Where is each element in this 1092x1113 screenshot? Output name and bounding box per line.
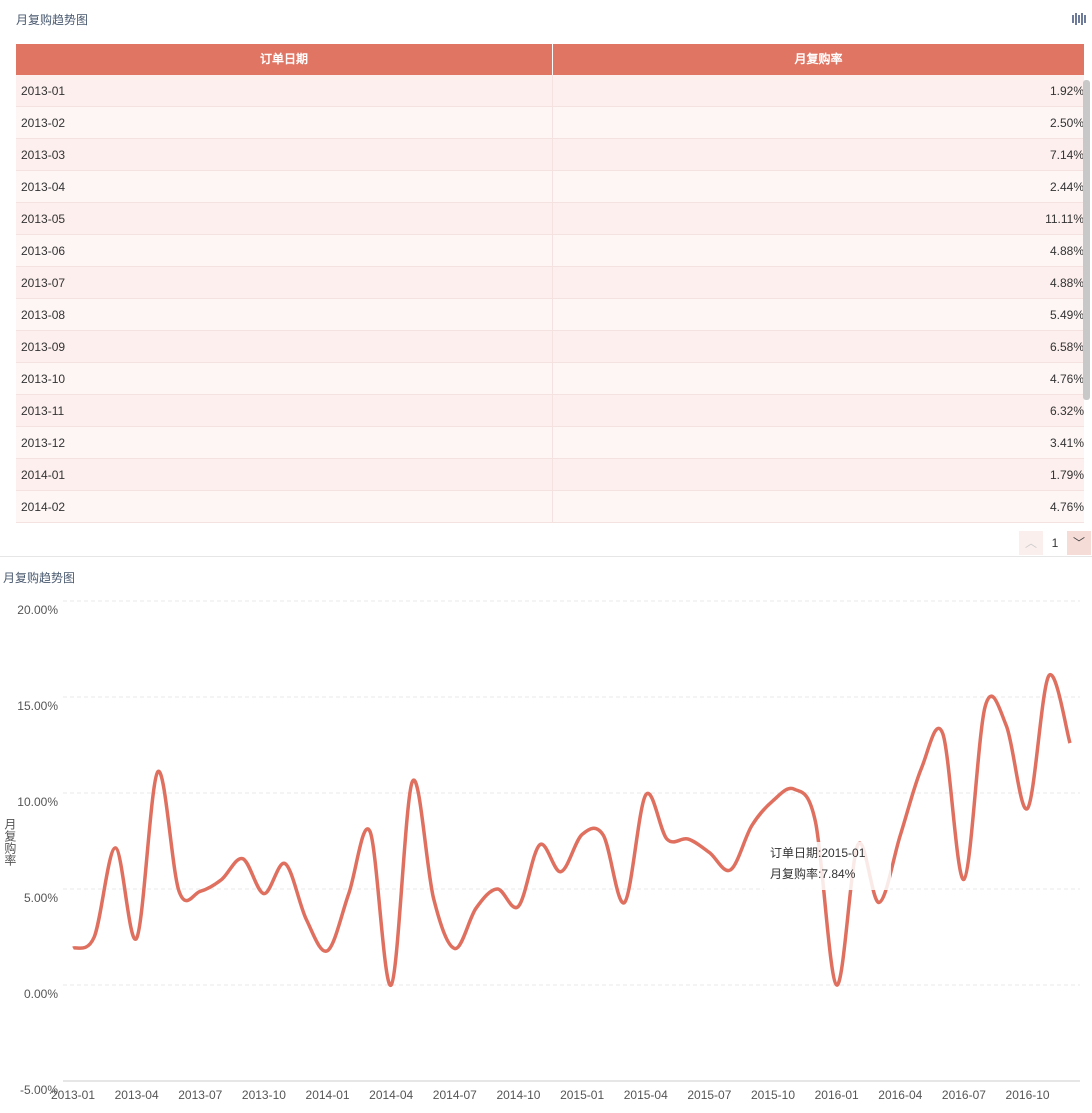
column-separator [552,395,553,426]
divider [0,556,1092,557]
chart-toggle-icon[interactable] [1072,12,1086,26]
table-row: 2013-11 6.32% [16,395,1084,427]
x-tick-label: 2015-10 [751,1088,795,1102]
date-cell: 2013-05 [21,212,66,226]
date-cell: 2013-10 [21,372,66,386]
prev-page[interactable]: ︿ [1019,531,1043,555]
y-tick-label: 15.00% [17,699,58,713]
tooltip-box [763,842,891,890]
x-tick-label: 2013-07 [178,1088,222,1102]
date-cell: 2013-11 [21,404,65,418]
date-cell: 2013-09 [21,340,66,354]
x-tick-label: 2013-10 [242,1088,286,1102]
table-title: 月复购趋势图 [16,13,89,27]
rate-cell: 6.58% [1049,340,1084,354]
x-tick-label: 2016-04 [878,1088,922,1102]
table-row: 2013-12 3.41% [16,427,1084,459]
x-tick-label: 2016-10 [1006,1088,1050,1102]
tooltip-text: 月复购率:7.84% [770,866,856,881]
page-number: 1 [1051,536,1059,550]
rate-cell: 4.76% [1049,372,1084,386]
y-tick-label: 0.00% [24,987,58,1001]
x-tick-label: 2016-07 [942,1088,986,1102]
table-row: 2013-10 4.76% [16,363,1084,395]
rate-cell: 1.79% [1049,468,1084,482]
x-tick-label: 2013-01 [51,1088,95,1102]
table-row: 2013-04 2.44% [16,171,1084,203]
x-tick-label: 2014-07 [433,1088,477,1102]
column-separator [552,75,553,106]
column-header[interactable]: 订单日期 [16,44,552,75]
date-cell: 2014-01 [21,468,66,482]
table-row: 2013-07 4.88% [16,267,1084,299]
rate-cell: 4.88% [1049,276,1084,290]
rate-cell: 7.14% [1049,148,1084,162]
rate-cell: 1.92% [1049,84,1084,98]
y-tick-label: -5.00% [20,1083,58,1097]
column-separator [552,331,553,362]
y-tick-label: 10.00% [17,795,58,809]
date-cell: 2013-07 [21,276,66,290]
date-cell: 2013-01 [21,84,66,98]
column-separator [552,299,553,330]
table-row: 2013-06 4.88% [16,235,1084,267]
rate-cell: 3.41% [1049,436,1084,450]
x-tick-label: 2014-10 [496,1088,540,1102]
date-cell: 2014-02 [21,500,66,514]
table: 订单日期 月复购率 2013-01 1.92% 2013-02 2.50% 2013-03 7… [16,44,1084,526]
column-separator [552,459,553,490]
tooltip-text: 订单日期:2015-01 [770,846,866,860]
column-separator [552,267,553,298]
chart-title: 月复购趋势图 [3,571,76,585]
date-cell: 2013-06 [21,244,66,258]
table-row: 2014-02 4.76% [16,491,1084,523]
y-axis-label: 月复购率 [3,818,17,866]
x-tick-label: 2014-04 [369,1088,413,1102]
y-tick-label: 20.00% [17,603,58,617]
table-row: 2013-08 5.49% [16,299,1084,331]
column-separator [552,139,553,170]
rate-cell: 6.32% [1049,404,1084,418]
x-tick-label: 2016-01 [815,1088,859,1102]
column-separator [552,107,553,138]
rate-cell: 2.44% [1049,180,1084,194]
table-row: 2013-09 6.58% [16,331,1084,363]
column-separator [552,171,553,202]
column-separator [552,363,553,394]
column-separator [552,491,553,522]
rate-cell: 2.50% [1049,116,1084,130]
date-cell: 2013-08 [21,308,66,322]
rate-cell: 4.88% [1049,244,1084,258]
rate-cell: 11.11% [1045,212,1084,226]
date-cell: 2013-03 [21,148,66,162]
line-series [72,673,1072,987]
rate-cell: 5.49% [1049,308,1084,322]
column-header[interactable]: 月复购率 [553,44,1084,75]
scrollbar[interactable] [1083,80,1090,400]
date-cell: 2013-02 [21,116,66,130]
column-separator [552,203,553,234]
table-row: 2013-01 1.92% [16,75,1084,107]
next-page[interactable]: ﹀ [1067,531,1091,555]
column-separator [552,235,553,266]
x-tick-label: 2014-01 [306,1088,350,1102]
y-tick-label: 5.00% [24,891,58,905]
table-row: 2014-01 1.79% [16,459,1084,491]
x-tick-label: 2015-01 [560,1088,604,1102]
rate-cell: 4.76% [1049,500,1084,514]
table-row: 2013-03 7.14% [16,139,1084,171]
date-cell: 2013-12 [21,436,66,450]
column-separator [552,427,553,458]
x-tick-label: 2015-04 [624,1088,668,1102]
table-row: 2013-05 11.11% [16,203,1084,235]
x-tick-label: 2015-07 [687,1088,731,1102]
x-tick-label: 2013-04 [115,1088,159,1102]
date-cell: 2013-04 [21,180,66,194]
table-row: 2013-02 2.50% [16,107,1084,139]
